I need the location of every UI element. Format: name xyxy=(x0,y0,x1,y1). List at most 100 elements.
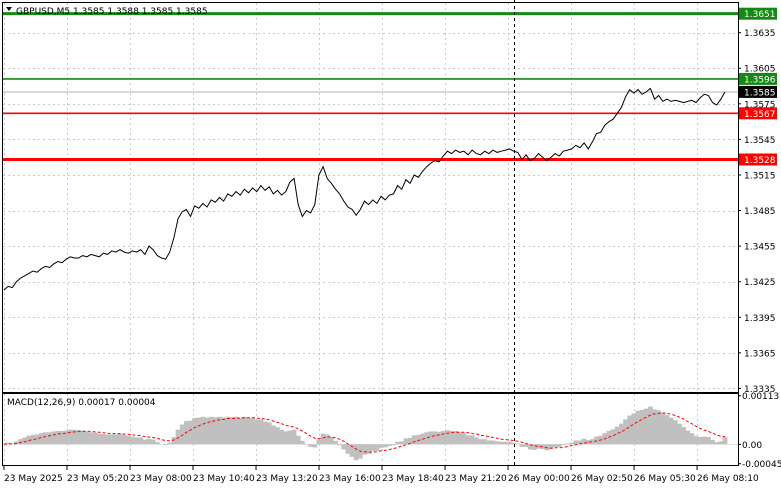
macd-bar xyxy=(714,442,720,445)
price-line xyxy=(3,87,726,291)
macd-bar xyxy=(43,432,48,445)
macd-bar xyxy=(515,443,521,445)
time-tick-label: 26 May 08:10 xyxy=(697,474,759,484)
macd-bar xyxy=(14,441,19,445)
macd-bar xyxy=(275,427,280,445)
macd-bar xyxy=(76,430,81,445)
macd-bar xyxy=(353,444,359,461)
macd-bar xyxy=(349,444,355,457)
macd-bar xyxy=(494,441,500,445)
macd-bar xyxy=(722,437,728,445)
macd-bar xyxy=(266,422,272,445)
macd-tick-label: -0.00045 xyxy=(742,460,781,470)
macd-bar xyxy=(328,437,334,445)
macd-bar xyxy=(407,437,413,445)
macd-bar xyxy=(511,442,517,445)
macd-bar xyxy=(457,432,463,445)
macd-bar xyxy=(212,417,218,445)
level-price-box xyxy=(739,85,777,98)
price-tick-label: 1.3635 xyxy=(744,29,776,39)
macd-bar xyxy=(221,417,226,445)
macd-bar xyxy=(656,410,662,445)
macd-bar xyxy=(610,429,616,445)
macd-bar xyxy=(333,440,338,445)
macd-bar xyxy=(9,443,15,445)
macd-bar xyxy=(109,434,115,445)
macd-bar xyxy=(258,419,264,445)
macd-bar xyxy=(283,431,289,445)
macd-bar xyxy=(378,444,384,448)
macd-bar xyxy=(498,441,504,445)
macd-bar xyxy=(465,435,471,445)
macd-bar xyxy=(548,444,554,450)
macd-bar xyxy=(270,425,276,445)
time-tick-label: 23 May 2025 xyxy=(4,474,63,484)
macd-bar xyxy=(532,444,537,450)
macd-bar xyxy=(101,434,106,445)
macd-bar xyxy=(200,416,206,445)
price-axis[interactable]: 1.3635 1.3605 1.3575 1.3545 1.3515 1.3485 1.34… xyxy=(738,29,776,395)
price-tick-label: 1.3395 xyxy=(744,314,776,324)
price-tick-label: 1.3455 xyxy=(744,243,776,253)
level-labels: 1.3651 1.3596 1.3585 1.3567 1.3528 xyxy=(739,7,777,166)
macd-bar xyxy=(403,438,409,445)
macd-bar xyxy=(648,406,653,445)
price-tick-label: 1.3485 xyxy=(744,207,776,217)
macd-bar xyxy=(134,437,139,445)
pane-frames xyxy=(2,2,739,466)
macd-bar xyxy=(573,440,579,445)
time-tick-label: 23 May 10:40 xyxy=(193,474,255,484)
macd-bar xyxy=(34,434,40,445)
macd-bar xyxy=(639,409,645,445)
macd-bar xyxy=(233,416,239,445)
macd-bar xyxy=(519,444,525,447)
macd-bar xyxy=(146,438,152,445)
macd-bar xyxy=(171,437,177,445)
macd-bar xyxy=(125,435,131,445)
macd-bar xyxy=(445,430,450,445)
macd-bar xyxy=(631,413,637,445)
macd-bar xyxy=(424,432,430,445)
time-tick-label: 26 May 00:00 xyxy=(508,474,570,484)
macd-label: MACD(12,26,9) 0.00017 0.00004 xyxy=(7,398,156,408)
macd-bar xyxy=(374,444,380,451)
ohlc-label: 1.3585 1.3588 1.3585 1.3585 xyxy=(73,7,208,17)
level-price-label: 1.3585 xyxy=(744,88,776,98)
macd-bar xyxy=(217,416,222,445)
macd-bar xyxy=(316,439,322,445)
macd-bar xyxy=(113,434,119,445)
macd-bar xyxy=(395,441,401,445)
macd-bar xyxy=(366,444,372,454)
macd-bar xyxy=(291,429,297,445)
macd-bar xyxy=(241,416,247,445)
macd-bar xyxy=(635,410,641,445)
macd-bar xyxy=(84,431,90,445)
macd-bar xyxy=(689,433,695,445)
macd-bar xyxy=(320,433,326,445)
macd-bar xyxy=(196,417,202,445)
macd-bar xyxy=(693,436,699,445)
macd-bar xyxy=(672,420,678,445)
price-tick-label: 1.3425 xyxy=(744,278,776,288)
macd-bar xyxy=(345,444,351,454)
macd-bar xyxy=(710,440,715,445)
price-tick-label: 1.3365 xyxy=(744,349,776,359)
macd-bar xyxy=(204,417,210,445)
macd-bar xyxy=(138,437,144,445)
macd-bar xyxy=(706,437,711,445)
price-tick-label: 1.3515 xyxy=(744,171,776,181)
macd-bar xyxy=(262,421,268,445)
level-price-label: 1.3596 xyxy=(744,75,776,85)
price-tick-label: 1.3575 xyxy=(744,100,776,110)
macd-bar xyxy=(681,427,686,445)
macd-bar xyxy=(250,418,255,445)
macd-bar xyxy=(254,419,260,445)
triangle-down-icon[interactable] xyxy=(6,7,12,11)
level-price-box xyxy=(739,107,777,120)
time-tick-label: 23 May 13:20 xyxy=(256,474,318,484)
time-axis[interactable]: 23 May 2025 23 May 05:20 23 May 08:00 23 Ma… xyxy=(3,466,759,484)
macd-axis[interactable]: 0.00113 0.00 -0.00045 xyxy=(738,392,781,470)
macd-bar xyxy=(469,435,475,445)
